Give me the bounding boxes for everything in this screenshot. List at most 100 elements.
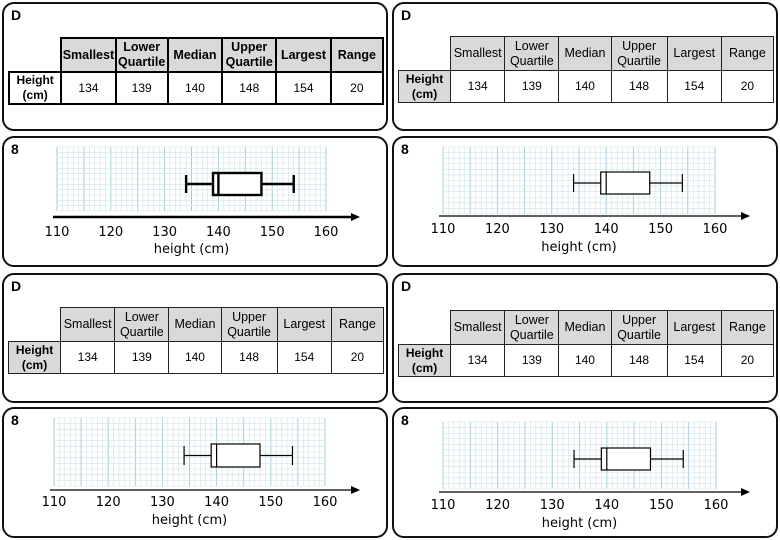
value-lower-quartile: 139 [114,341,170,374]
value-range: 20 [720,344,775,377]
tick-label: 120 [485,498,510,513]
header-lower-quartile: Lower Quartile [114,37,169,73]
header-range: Range [720,36,775,71]
stats-table: Smallest Lower Quartile Median Upper Qua… [397,310,775,377]
value-largest: 154 [666,344,722,377]
header-range: Range [329,37,385,73]
value-range: 20 [330,341,385,374]
card-label: 8 [11,141,19,157]
tick-label: 140 [594,222,619,237]
header-largest: Largest [276,307,332,342]
card-label: D [401,278,412,294]
value-smallest: 134 [450,70,506,103]
box-iqr [600,171,651,195]
value-lower-quartile: 139 [114,71,169,105]
value-median: 140 [558,344,612,377]
axis-arrow-icon [741,488,750,496]
axis-arrow-icon [741,212,750,220]
header-largest: Largest [275,37,332,73]
header-largest: Largest [666,36,722,71]
header-upper-quartile: Upper Quartile [221,37,278,73]
row-header-height: Height (cm) [397,70,452,103]
tick-label: 120 [98,225,123,240]
value-upper-quartile: 148 [610,344,668,377]
box-iqr [600,447,652,471]
tick-label: 130 [540,498,565,513]
x-axis-label: height (cm) [152,513,228,528]
value-lower-quartile: 139 [504,70,560,103]
card-label: 8 [11,412,19,428]
header-smallest: Smallest [60,307,116,342]
header-largest: Largest [666,310,722,345]
card-label: D [401,7,412,23]
tick-label: 110 [42,495,67,510]
tick-label: 110 [45,225,70,240]
tick-label: 110 [431,498,456,513]
header-median: Median [168,307,222,342]
header-median: Median [558,36,612,71]
value-upper-quartile: 148 [221,71,278,105]
tick-label: 140 [206,225,231,240]
value-lower-quartile: 139 [504,344,560,377]
header-lower-quartile: Lower Quartile [504,36,560,71]
axis-arrow-icon [351,213,360,221]
table-card-top-left: D Smallest Lower Quartile Median Upper Q… [2,2,388,131]
header-median: Median [166,37,224,73]
header-smallest: Smallest [450,36,506,71]
tick-label: 140 [204,495,229,510]
tick-label: 130 [539,222,564,237]
card-label: 8 [401,412,409,428]
header-median: Median [558,310,612,345]
header-lower-quartile: Lower Quartile [114,307,170,342]
tick-label: 160 [314,225,339,240]
value-largest: 154 [275,71,332,105]
value-smallest: 134 [60,341,116,374]
stats-table: Smallest Lower Quartile Median Upper Qua… [7,307,385,374]
x-axis-label: height (cm) [154,242,230,257]
stats-table: Smallest Lower Quartile Median Upper Qua… [397,36,775,103]
box-iqr [211,171,263,197]
tick-label: 160 [703,222,728,237]
tick-label: 110 [431,222,456,237]
value-smallest: 134 [60,71,117,105]
tick-label: 140 [594,498,619,513]
card-label: D [11,7,22,23]
value-upper-quartile: 148 [220,341,278,374]
value-smallest: 134 [450,344,506,377]
header-upper-quartile: Upper Quartile [220,307,278,342]
header-lower-quartile: Lower Quartile [504,310,560,345]
value-median: 140 [558,70,612,103]
tick-label: 130 [150,495,175,510]
tick-label: 160 [313,495,338,510]
plot-card-top-right: 8 [392,136,778,267]
axis-arrow-icon [351,486,360,494]
value-median: 140 [166,71,224,105]
value-median: 140 [168,341,222,374]
value-range: 20 [329,71,385,105]
header-smallest: Smallest [450,310,506,345]
row-header-height: Height (cm) [7,71,63,105]
table-card-top-right: D Smallest Lower Quartile Median Upper Q… [392,2,778,131]
table-card-bottom-left: D Smallest Lower Quartile Median Upper Q… [2,273,388,403]
table-card-bottom-right: D Smallest Lower Quartile Median Upper Q… [392,273,778,403]
value-upper-quartile: 148 [610,70,668,103]
tick-label: 130 [152,225,177,240]
tick-label: 150 [258,495,283,510]
box-iqr [210,443,261,468]
tick-label: 120 [96,495,121,510]
value-largest: 154 [666,70,722,103]
row-header-height: Height (cm) [397,344,452,377]
x-axis-label: height (cm) [542,516,618,531]
header-upper-quartile: Upper Quartile [610,36,668,71]
card-label: 8 [401,141,409,157]
tick-label: 160 [704,498,729,513]
tick-label: 120 [485,222,510,237]
tick-label: 150 [648,222,673,237]
tick-label: 150 [649,498,674,513]
stats-table: Smallest Lower Quartile Median Upper Qua… [7,37,385,105]
value-range: 20 [720,70,775,103]
header-range: Range [330,307,385,342]
x-axis-label: height (cm) [541,240,617,255]
card-label: D [11,278,22,294]
